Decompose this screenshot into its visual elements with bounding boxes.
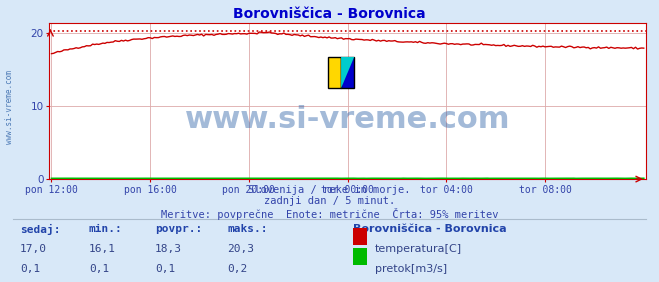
Text: Meritve: povprečne  Enote: metrične  Črta: 95% meritev: Meritve: povprečne Enote: metrične Črta:…: [161, 208, 498, 220]
Polygon shape: [341, 57, 354, 88]
Text: zadnji dan / 5 minut.: zadnji dan / 5 minut.: [264, 196, 395, 206]
Text: 0,1: 0,1: [155, 264, 175, 274]
Text: min.:: min.:: [89, 224, 123, 234]
Text: Slovenija / reke in morje.: Slovenija / reke in morje.: [248, 185, 411, 195]
Text: temperatura[C]: temperatura[C]: [375, 244, 462, 254]
Text: www.si-vreme.com: www.si-vreme.com: [5, 70, 14, 144]
Text: Borovniščica - Borovnica: Borovniščica - Borovnica: [233, 7, 426, 21]
Text: 17,0: 17,0: [20, 244, 47, 254]
Text: 0,1: 0,1: [20, 264, 40, 274]
Text: 16,1: 16,1: [89, 244, 116, 254]
Text: maks.:: maks.:: [227, 224, 268, 234]
FancyBboxPatch shape: [328, 57, 341, 88]
Text: www.si-vreme.com: www.si-vreme.com: [185, 105, 510, 134]
Text: povpr.:: povpr.:: [155, 224, 202, 234]
Text: 0,2: 0,2: [227, 264, 248, 274]
FancyBboxPatch shape: [341, 57, 354, 88]
Text: 20,3: 20,3: [227, 244, 254, 254]
Text: sedaj:: sedaj:: [20, 224, 60, 235]
Text: Borovniščica - Borovnica: Borovniščica - Borovnica: [353, 224, 506, 234]
Text: 18,3: 18,3: [155, 244, 182, 254]
Text: 0,1: 0,1: [89, 264, 109, 274]
Text: pretok[m3/s]: pretok[m3/s]: [375, 264, 447, 274]
